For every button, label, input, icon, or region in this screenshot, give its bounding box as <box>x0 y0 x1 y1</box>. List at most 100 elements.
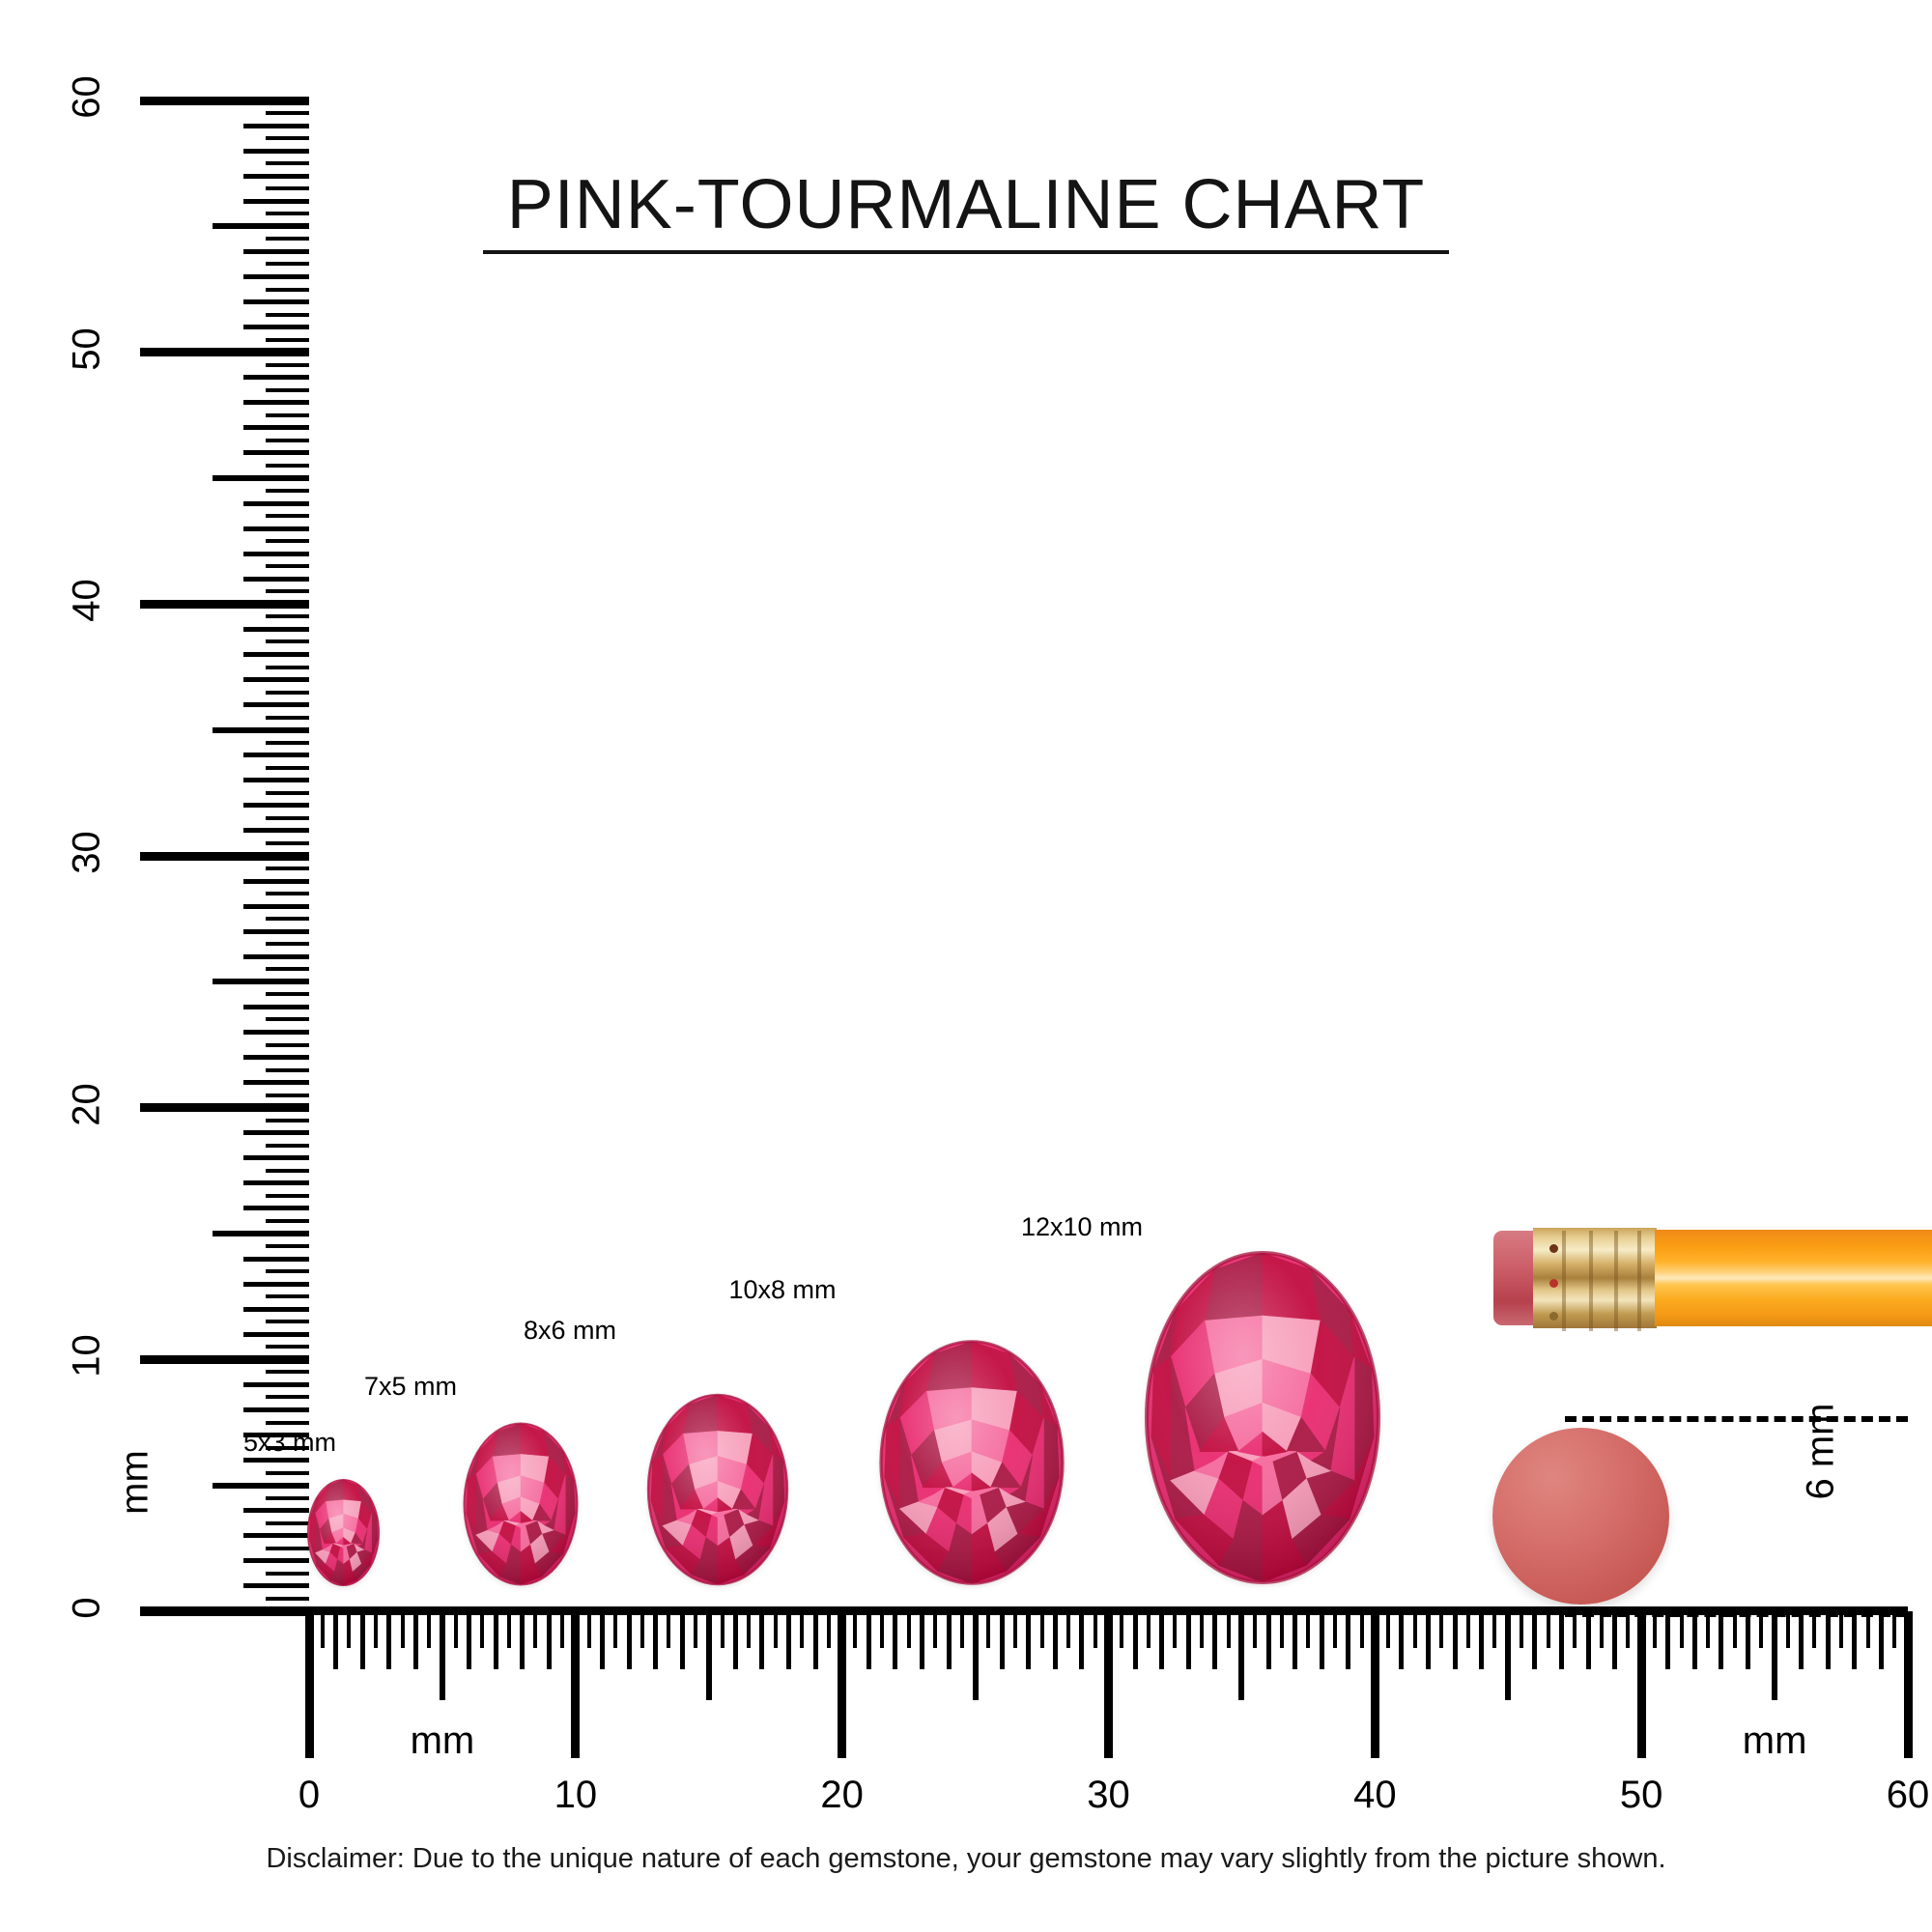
vertical-ruler-tick <box>243 1583 309 1589</box>
horizontal-ruler-tick <box>773 1611 778 1648</box>
vertical-ruler-tick <box>266 715 309 720</box>
ferrule-crimp-dot-icon <box>1549 1312 1558 1321</box>
horizontal-ruler-tick <box>1238 1611 1245 1700</box>
vertical-ruler-tick <box>243 702 309 708</box>
horizontal-ruler-tick <box>1200 1611 1205 1648</box>
gem-label-8x6: 8x6 mm <box>523 1316 617 1345</box>
vertical-ruler-tick <box>266 136 309 141</box>
ferrule-crimp-dot-icon <box>1549 1279 1558 1288</box>
horizontal-ruler-tick <box>1852 1611 1858 1669</box>
vertical-ruler-label: 50 <box>65 327 108 371</box>
horizontal-ruler-tick <box>1412 1611 1417 1648</box>
vertical-ruler-tick <box>266 1193 309 1198</box>
vertical-ruler-tick <box>213 475 309 481</box>
vertical-ruler-tick <box>243 626 309 632</box>
pencil-ferrule <box>1533 1228 1657 1331</box>
vertical-ruler-tick <box>266 387 309 392</box>
horizontal-ruler-tick <box>972 1611 979 1700</box>
ferrule-ridge-icon <box>1614 1231 1618 1331</box>
horizontal-ruler-tick <box>1159 1611 1165 1669</box>
vertical-ruler-tick <box>266 740 309 745</box>
vertical-ruler-tick <box>213 223 309 230</box>
gem-label-12x10: 12x10 mm <box>1020 1212 1144 1241</box>
horizontal-ruler-tick <box>1026 1611 1032 1669</box>
vertical-ruler-tick <box>266 815 309 820</box>
vertical-ruler-tick <box>266 614 309 619</box>
horizontal-ruler-tick <box>853 1611 858 1648</box>
vertical-ruler-tick <box>266 287 309 292</box>
horizontal-ruler-label: 40 <box>1353 1774 1397 1816</box>
vertical-ruler-major-tick <box>140 348 309 357</box>
page-title: PINK-TOURMALINE CHART <box>506 166 1426 243</box>
vertical-ruler-tick <box>243 425 309 431</box>
horizontal-ruler-unit-label-left: mm <box>410 1719 475 1762</box>
horizontal-ruler-label: 60 <box>1886 1774 1930 1816</box>
vertical-ruler-tick <box>243 500 309 506</box>
horizontal-ruler-tick <box>880 1611 885 1648</box>
horizontal-ruler-tick <box>1052 1611 1058 1669</box>
vertical-ruler-tick <box>266 1445 309 1450</box>
horizontal-ruler-tick <box>693 1611 697 1648</box>
horizontal-ruler-tick <box>546 1611 552 1669</box>
vertical-ruler-tick <box>266 489 309 494</box>
horizontal-ruler-tick <box>427 1611 432 1648</box>
vertical-ruler-tick <box>243 753 309 758</box>
horizontal-ruler-tick <box>586 1611 591 1648</box>
horizontal-ruler-tick <box>893 1611 898 1669</box>
horizontal-ruler-tick <box>626 1611 632 1669</box>
horizontal-ruler-tick <box>1185 1611 1191 1669</box>
horizontal-ruler-tick <box>933 1611 938 1648</box>
horizontal-ruler-tick <box>705 1611 712 1700</box>
horizontal-ruler-major-tick <box>838 1611 847 1758</box>
horizontal-ruler-tick <box>1066 1611 1071 1648</box>
horizontal-ruler-major-tick <box>1903 1611 1913 1758</box>
horizontal-ruler-tick <box>747 1611 752 1648</box>
vertical-ruler-tick <box>266 1345 309 1350</box>
vertical-ruler-tick <box>266 1168 309 1173</box>
horizontal-ruler-tick <box>599 1611 605 1669</box>
vertical-ruler-label: 0 <box>65 1597 108 1619</box>
horizontal-ruler-tick <box>400 1611 405 1648</box>
vertical-ruler-tick <box>243 778 309 783</box>
vertical-ruler-tick <box>266 765 309 770</box>
vertical-ruler-tick <box>243 248 309 254</box>
vertical-ruler-tick <box>266 1093 309 1097</box>
horizontal-ruler-tick <box>1120 1611 1124 1648</box>
vertical-ruler-tick <box>243 1180 309 1186</box>
vertical-ruler-tick <box>266 690 309 695</box>
horizontal-ruler-label: 50 <box>1619 1774 1663 1816</box>
horizontal-ruler-tick <box>1865 1611 1870 1648</box>
vertical-ruler-tick <box>266 1420 309 1425</box>
vertical-ruler-tick <box>243 651 309 657</box>
vertical-ruler-tick <box>243 1508 309 1514</box>
eraser-dimension-label: 6 mm <box>1799 1403 1842 1500</box>
vertical-ruler-label: 40 <box>65 579 108 623</box>
horizontal-ruler-tick <box>1839 1611 1844 1648</box>
gem-label-5x3: 5x3 mm <box>242 1428 337 1457</box>
vertical-ruler-tick <box>243 450 309 456</box>
horizontal-ruler-tick <box>1505 1611 1512 1700</box>
horizontal-ruler-tick <box>1465 1611 1470 1648</box>
vertical-ruler-tick <box>243 123 309 128</box>
vertical-ruler-tick <box>243 1306 309 1312</box>
ruler-baseline <box>140 1606 1908 1615</box>
horizontal-ruler-tick <box>1546 1611 1550 1648</box>
ferrule-ridge-icon <box>1562 1231 1566 1331</box>
horizontal-ruler-tick <box>1226 1611 1231 1648</box>
vertical-ruler-tick <box>266 1067 309 1072</box>
title-underline <box>483 249 1449 254</box>
horizontal-ruler-tick <box>639 1611 644 1648</box>
vertical-ruler-tick <box>243 576 309 582</box>
vertical-ruler-tick <box>266 942 309 947</box>
pencil-body <box>1655 1230 1932 1326</box>
horizontal-ruler-tick <box>520 1611 526 1669</box>
horizontal-ruler-tick <box>653 1611 659 1669</box>
vertical-ruler-tick <box>243 1533 309 1539</box>
vertical-ruler-tick <box>243 148 309 154</box>
vertical-ruler-tick <box>243 1206 309 1211</box>
horizontal-ruler-tick <box>1799 1611 1804 1669</box>
horizontal-ruler-tick <box>1173 1611 1178 1648</box>
horizontal-ruler-tick <box>1079 1611 1085 1669</box>
horizontal-ruler-tick <box>1359 1611 1364 1648</box>
vertical-ruler-tick <box>266 186 309 191</box>
